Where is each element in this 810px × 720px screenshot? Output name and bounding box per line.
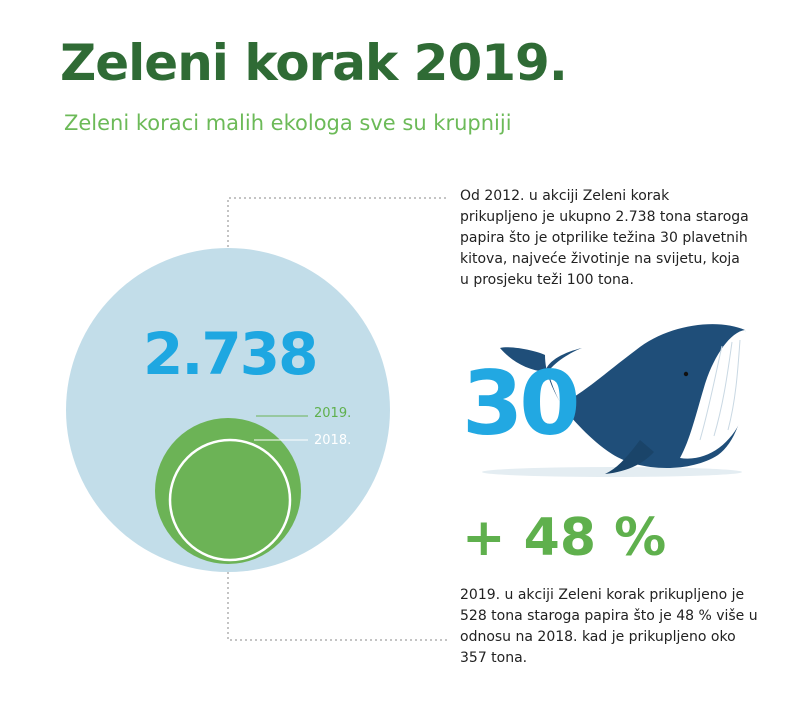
- total-value: 2.738: [143, 320, 318, 388]
- bottom-connector-line: [227, 572, 448, 641]
- whale-icon: [482, 324, 750, 477]
- year-label-2019: 2019.: [314, 406, 352, 421]
- growth-description: 2019. u akciji Zeleni korak prikupljeno …: [460, 587, 758, 666]
- total-circle: [66, 248, 390, 572]
- growth-value: + 48 %: [462, 508, 667, 568]
- top-connector-line: [227, 197, 448, 252]
- page-title: Zeleni korak 2019.: [60, 34, 568, 92]
- whale-count: 30: [462, 352, 580, 455]
- page-subtitle: Zeleni koraci malih ekologa sve su krupn…: [64, 111, 512, 135]
- circle-2018: [168, 438, 292, 562]
- intro-text: Od 2012. u akciji Zeleni korak prikuplje…: [460, 188, 749, 288]
- year-label-2018: 2018.: [314, 433, 352, 448]
